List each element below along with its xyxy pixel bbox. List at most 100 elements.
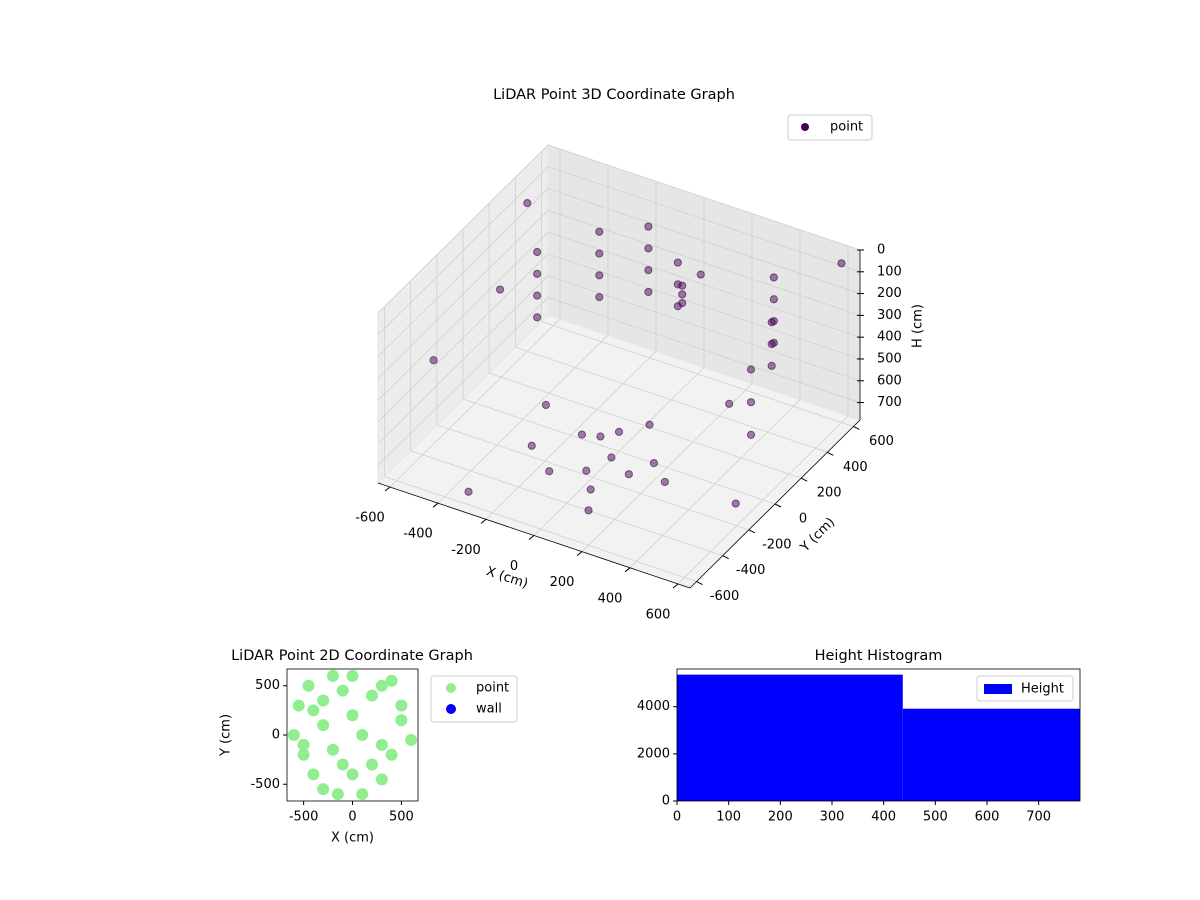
point	[366, 689, 379, 702]
axes-frame	[676, 668, 1081, 802]
z-tick-label: 400	[877, 330, 902, 345]
tick-mark	[774, 503, 782, 508]
point	[607, 453, 616, 462]
x-tick-label: 700	[1026, 810, 1051, 825]
point	[533, 291, 542, 300]
point	[356, 729, 369, 741]
point	[429, 356, 438, 365]
point	[725, 399, 734, 408]
point	[336, 684, 349, 697]
point	[375, 738, 388, 751]
point	[767, 361, 776, 370]
point	[678, 290, 687, 299]
point	[356, 788, 369, 801]
legend-patch	[984, 684, 1012, 694]
point	[545, 467, 554, 476]
point	[292, 699, 305, 712]
x-tick-label: 600	[646, 607, 671, 622]
y-tick-label: 0	[662, 794, 670, 809]
grid-line	[377, 253, 549, 423]
point	[644, 266, 653, 275]
point	[331, 788, 344, 801]
point	[346, 768, 359, 781]
point	[302, 679, 315, 692]
grid-line	[547, 297, 861, 403]
point	[495, 285, 505, 294]
grid-line	[384, 476, 697, 582]
point	[767, 318, 776, 327]
grid-line	[377, 166, 549, 336]
x-tick-label: -400	[403, 527, 433, 542]
point	[769, 273, 778, 282]
tick-mark	[528, 535, 535, 540]
y-tick-label: -500	[250, 777, 280, 792]
point	[584, 506, 593, 515]
point	[395, 699, 408, 712]
chart-title: Height Histogram	[815, 648, 943, 664]
point	[287, 729, 300, 741]
x-tick-label: -200	[451, 543, 481, 558]
tick-mark	[696, 581, 703, 585]
bar	[902, 708, 1080, 801]
tick-mark	[384, 486, 391, 492]
grid-line	[410, 450, 723, 557]
grid-line	[377, 188, 549, 357]
point	[464, 487, 473, 496]
x-axis-label: X (cm)	[331, 831, 374, 846]
point	[577, 430, 587, 439]
legend-label: point	[476, 681, 509, 696]
x-tick-label: 500	[389, 810, 414, 825]
y-tick-label: 400	[843, 460, 868, 475]
z-tick-label: 500	[877, 351, 902, 366]
point	[375, 679, 388, 692]
point	[541, 400, 551, 410]
x-tick-label: -500	[289, 810, 319, 825]
z-tick-label: 600	[877, 373, 902, 388]
grid-line	[377, 297, 549, 466]
point	[678, 299, 687, 308]
y-tick-label: -200	[762, 537, 792, 552]
tick-mark	[853, 426, 860, 430]
point	[644, 222, 653, 231]
grid-line	[436, 424, 749, 531]
point	[533, 269, 542, 278]
grid-line	[515, 346, 828, 453]
point	[523, 199, 532, 208]
point	[527, 441, 536, 450]
point	[586, 485, 595, 494]
legend-label: Height	[1021, 682, 1064, 697]
y-axis	[689, 419, 861, 589]
x-tick-label: 400	[598, 591, 623, 606]
point	[307, 704, 320, 717]
point	[595, 227, 604, 236]
x-tick-label: -600	[355, 511, 385, 526]
legend-label: point	[830, 120, 863, 135]
point	[746, 430, 756, 439]
point	[595, 271, 604, 280]
point	[395, 714, 408, 727]
point	[649, 459, 659, 468]
point	[297, 748, 310, 761]
point	[297, 738, 310, 751]
tick-mark	[827, 451, 834, 456]
z-tick-label: 700	[877, 395, 902, 410]
y-tick-label: 0	[272, 728, 280, 743]
grid-line	[547, 144, 861, 251]
grid-line	[377, 144, 549, 314]
grid-line	[377, 275, 549, 445]
point	[595, 293, 604, 302]
point	[673, 258, 682, 267]
chart-title: LiDAR Point 2D Coordinate Graph	[231, 648, 473, 664]
grid-line	[489, 372, 802, 479]
tick-mark	[624, 567, 631, 573]
x-tick-label: 0	[510, 559, 518, 574]
point	[645, 420, 654, 429]
point	[614, 427, 624, 436]
point	[405, 733, 418, 746]
z-tick-label: 100	[877, 264, 902, 279]
y-tick-label: -400	[736, 563, 766, 578]
point	[533, 313, 542, 322]
point	[326, 669, 339, 682]
point	[696, 270, 705, 279]
